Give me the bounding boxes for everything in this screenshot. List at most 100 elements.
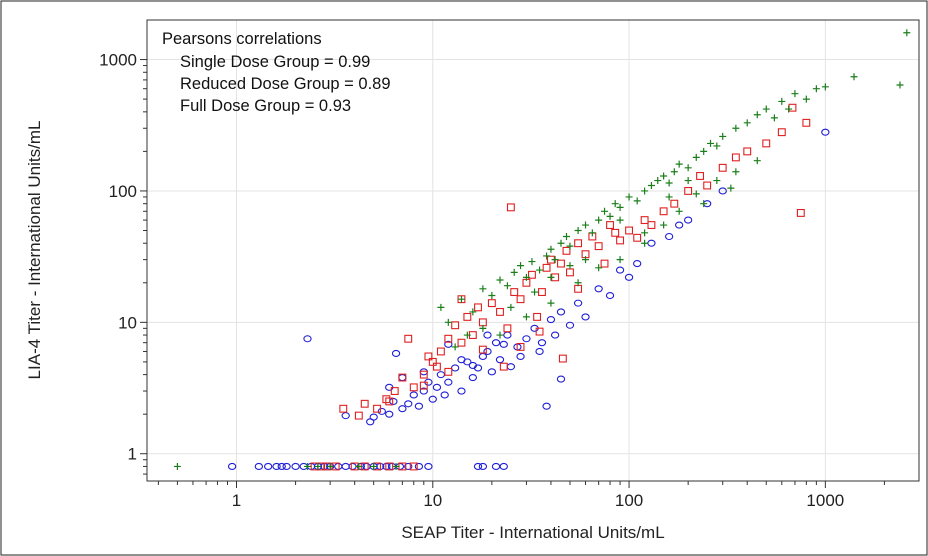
data-point [516,352,525,360]
y-tick-label: 1000 [99,51,137,70]
data-point [796,208,805,217]
data-point [615,266,625,274]
data-point [659,207,668,216]
data-point [616,216,624,224]
data-point [277,462,286,471]
data-point [647,221,656,230]
data-point [684,216,693,224]
data-point [444,318,452,326]
gridlines [147,20,919,481]
data-point [516,342,525,351]
data-point [496,276,504,284]
data-point [385,410,394,418]
data-point [641,229,649,237]
data-point [664,232,674,241]
data-point [528,258,536,266]
data-point [478,462,488,471]
data-point [692,153,700,161]
data-point [684,186,693,195]
data-point [675,221,684,229]
data-point [499,340,508,348]
data-point [272,462,281,471]
data-point [390,387,399,395]
data-point [510,288,519,297]
data-point [414,462,424,471]
data-point [762,105,770,113]
data-point [506,203,515,212]
data-point [785,105,793,113]
x-axis-title: SEAP Titer - International Units/mL [401,523,664,542]
data-point [684,177,692,185]
data-point [517,262,525,270]
data-point [432,383,442,391]
data-point [713,177,721,185]
data-point [254,462,264,471]
data-point [457,295,465,303]
data-point [385,397,394,406]
data-point [611,200,619,208]
data-point [616,203,624,211]
data-point [419,370,428,379]
axes: 1 10 100 1000 1 10 100 1000 [99,51,885,510]
data-point [700,147,708,155]
data-point [574,226,582,234]
data-point [556,308,566,316]
data-point [531,288,539,296]
data-point [660,221,668,229]
data-point [535,347,544,356]
data-point [282,462,291,471]
y-tick-label: 10 [118,313,137,332]
data-point [574,239,583,248]
data-point [536,266,544,274]
data-point [595,216,603,224]
data-point [611,228,620,237]
data-point [719,132,727,140]
data-point [483,331,492,339]
data-point [487,299,496,308]
data-point [488,292,496,300]
data-point [303,462,311,470]
data-points [173,29,911,471]
data-point [404,462,413,471]
data-point [594,242,603,251]
data-point [516,295,525,304]
x-tick-label: 10 [423,491,442,510]
data-point [339,404,348,413]
data-point [731,153,740,162]
data-point [463,312,472,321]
correlation-annotation: Pearsons correlations Single Dose Group … [162,30,391,115]
plot-area-border [146,19,920,482]
data-point [802,118,811,127]
data-point [896,81,904,89]
data-point [457,387,466,395]
data-point [414,402,424,410]
data-point [510,268,518,276]
y-tick-label: 100 [109,182,137,201]
data-point [227,462,237,471]
data-point [595,264,603,272]
data-point [770,114,778,122]
data-point [556,375,566,383]
data-point [566,262,574,270]
data-point [463,331,471,339]
data-point [538,288,546,297]
data-point [537,339,547,347]
data-point [404,400,413,408]
data-point [478,345,487,354]
data-point [457,356,466,364]
data-point [428,357,437,366]
data-point [326,462,334,470]
data-point [700,200,708,208]
data-point [469,308,477,316]
data-point [812,85,820,93]
data-point [391,349,401,357]
data-point [566,242,574,250]
data-point [762,139,771,148]
data-point [557,239,565,247]
data-point [535,327,544,336]
data-point [451,343,459,351]
data-point [582,256,590,264]
data-point [542,263,551,272]
data-point [581,313,590,321]
y-tick-label: 1 [128,445,137,464]
